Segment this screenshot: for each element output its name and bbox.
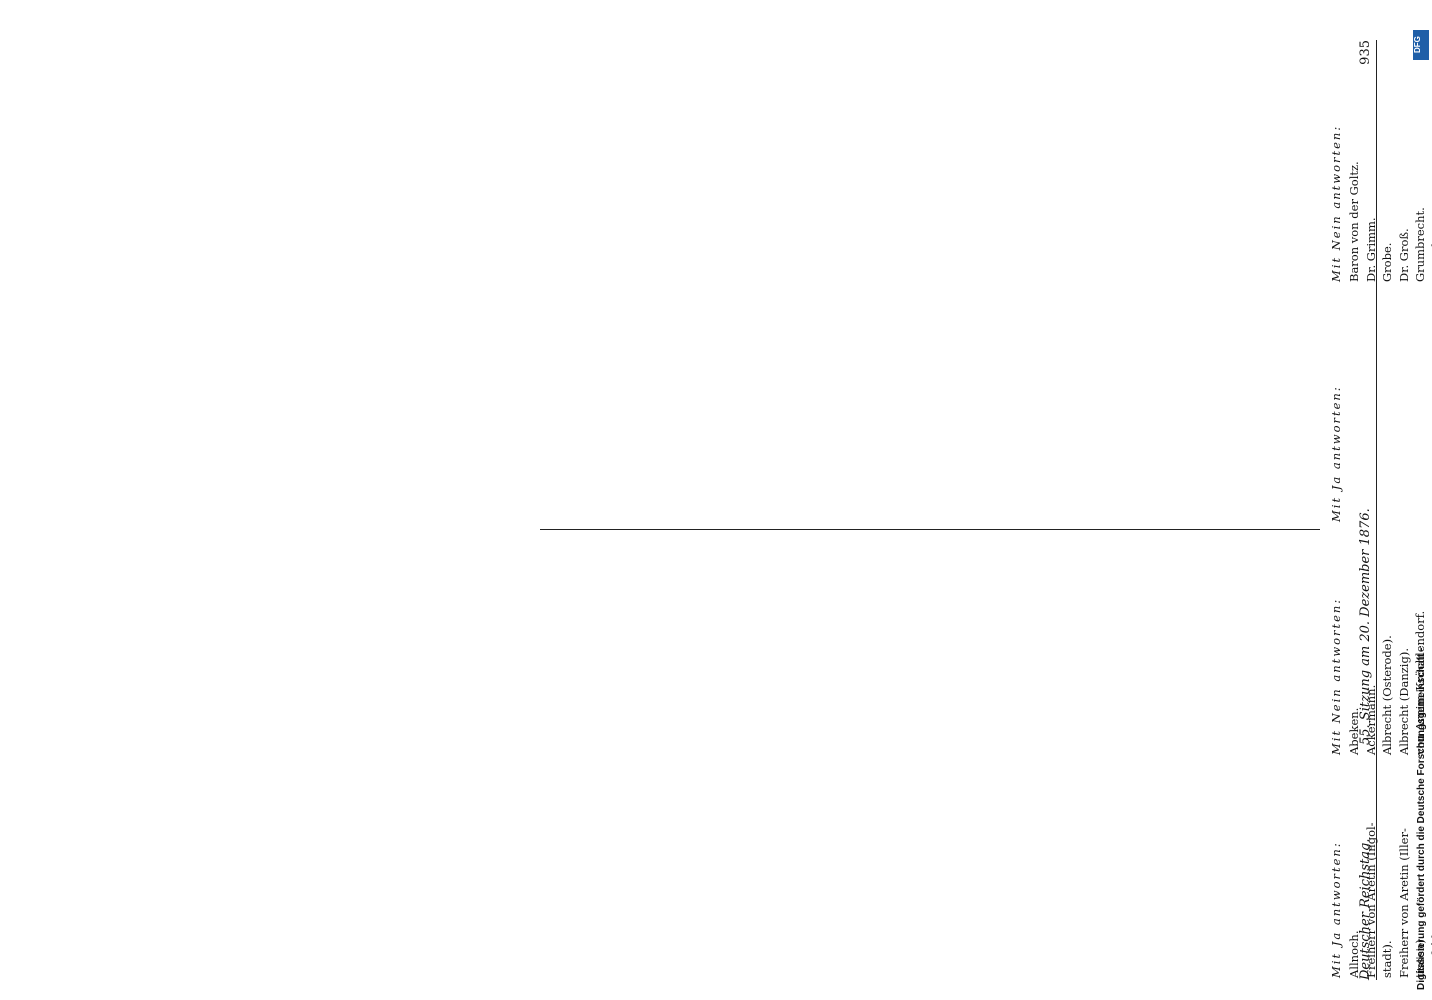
name-entry: Abeken. — [1347, 707, 1362, 755]
name-entry: Ausfeld. — [1429, 930, 1432, 978]
name-entry: Freiherr von Aretin (Ingol- — [1363, 822, 1378, 978]
name-entry: Dr. Groß. — [1396, 228, 1411, 282]
name-entry: Albrecht (Osterode). — [1380, 635, 1395, 755]
name-entry: Allnoch. — [1347, 930, 1362, 979]
column-heading: Mit Ja antworten: — [1329, 385, 1343, 522]
name-entry: Freiherr von Aretin (Iller- — [1396, 828, 1411, 978]
entry-spacer — [1360, 282, 1374, 522]
entry-spacer — [1346, 282, 1360, 522]
digitization-note: Digitalisierung gefördert durch die Deut… — [1416, 647, 1427, 990]
name-entry: Ackermann. — [1363, 684, 1378, 755]
entry-spacer — [1402, 282, 1416, 522]
entry-spacer — [1416, 282, 1430, 522]
dfg-logo: DFG — [1413, 30, 1429, 60]
name-entry: Grobe. — [1380, 242, 1395, 282]
column-heading: Mit Ja antworten: — [1329, 841, 1343, 978]
name-entry: Baron von der Goltz. — [1347, 161, 1362, 282]
column-heading: Mit Nein antworten: — [1329, 124, 1343, 282]
entry-spacer — [1428, 540, 1432, 755]
column-heading: Mit Nein antworten: — [1329, 597, 1343, 755]
name-entry: Albrecht (Danzig). — [1396, 648, 1411, 755]
name-entry: stadt). — [1380, 940, 1395, 978]
entry-spacer — [1374, 282, 1388, 522]
column-divider — [540, 529, 1320, 530]
name-entry: Grumbrecht. — [1413, 207, 1428, 282]
name-entry: Dr. Grimm. — [1363, 217, 1378, 282]
entry-list: Baron von der Goltz. Dr. Grimm. Grobe. Dr. … — [1346, 32, 1432, 282]
name-entry: Guenther. — [1429, 224, 1432, 282]
entry-list: Haanen.Freiherr von Habermann.Dr. Hänel.… — [1346, 282, 1432, 522]
entry-spacer — [1388, 282, 1402, 522]
column-4: Mit Nein antworten: Baron von der Goltz.… — [1328, 32, 1432, 282]
column-3: Mit Ja antworten: Haanen.Freiherr von Ha… — [1328, 282, 1432, 522]
